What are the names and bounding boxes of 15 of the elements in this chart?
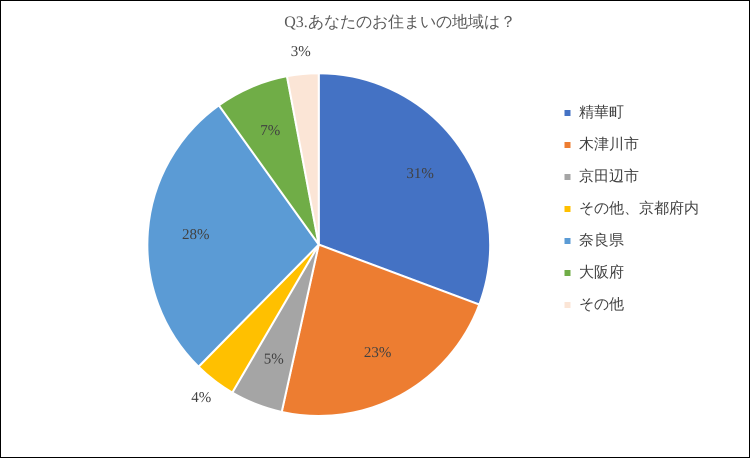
legend-label: 京田辺市 [579,168,639,185]
legend-label: その他、京都府内 [579,200,699,217]
legend-label: 木津川市 [579,136,639,153]
chart-title: Q3.あなたのお住まいの地域は？ [284,12,516,31]
data-label: 4% [191,390,212,406]
legend-label: 精華町 [579,104,624,121]
data-label: 5% [264,351,284,368]
data-label: 3% [290,44,311,60]
data-label: 28% [182,226,210,243]
legend-label: 大阪府 [579,264,624,281]
data-label: 7% [260,123,280,140]
legend-label: その他 [579,296,624,313]
data-label: 31% [406,166,434,182]
legend-label: 奈良県 [579,232,624,249]
data-label: 23% [364,344,392,361]
